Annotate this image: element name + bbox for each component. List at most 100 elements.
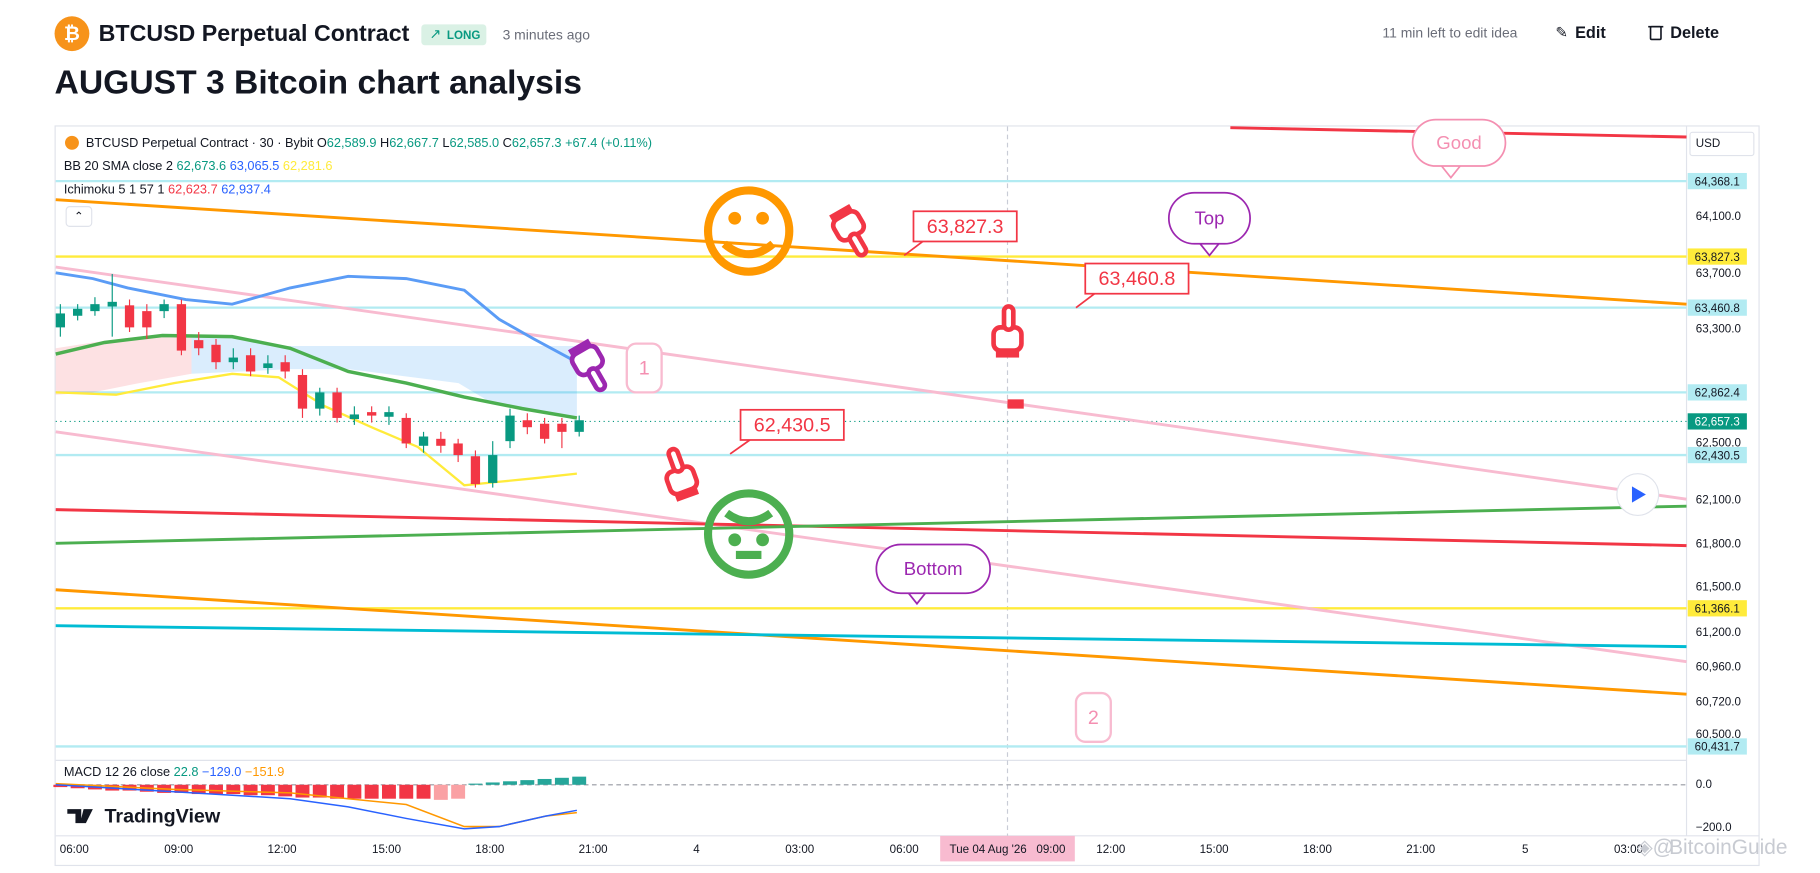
price-tick: 60,720.0 (1696, 695, 1741, 708)
price-axis: 64,100.0 63,700.0 63,300.0 62,500.0 62,100.0… (1687, 172, 1747, 755)
price-tick: 62,500.0 (1696, 437, 1741, 450)
hand (567, 338, 608, 393)
price-level-box (1687, 600, 1747, 617)
time-tick: 12:00 (1096, 843, 1125, 856)
ohlc-label: O (317, 135, 327, 150)
candle-body (488, 455, 498, 483)
macd-value: 22.8 (174, 765, 199, 780)
hand (829, 203, 869, 258)
legend-row: Ichimoku 5 1 57 1 62,623.7 62,937.4 (64, 182, 271, 197)
ohlc-label: L (442, 135, 449, 150)
candle-body (55, 313, 65, 328)
time-tick: 18:00 (1303, 843, 1332, 856)
circle (703, 489, 794, 579)
macd-bar (243, 784, 258, 796)
bubble-label: Top (1194, 207, 1224, 228)
callout-label: 63,827.3 (927, 216, 1004, 238)
callout-label: 63,460.8 (1099, 268, 1176, 290)
price-level-box (1687, 446, 1747, 464)
macd-bar (433, 784, 448, 800)
macd-bar (330, 784, 345, 799)
delete-label[interactable]: Delete (1670, 24, 1719, 42)
price-tick: 64,100.0 (1696, 210, 1741, 223)
brand: TradingView (104, 805, 220, 827)
hand-icons (567, 203, 1024, 502)
hand-finger (1001, 304, 1016, 333)
price-level: 63,460.8 (1695, 302, 1740, 315)
hand (991, 304, 1024, 358)
candle-body (107, 301, 117, 307)
legend-row: BTCUSD Perpetual Contract · 30 · Bybit O… (86, 135, 652, 150)
long-label: LONG (447, 29, 480, 42)
path (724, 509, 774, 526)
callout-box (1084, 262, 1190, 295)
candle-body (142, 311, 152, 328)
bubble (875, 543, 991, 595)
face-green (703, 489, 794, 579)
price-tick: 63,300.0 (1696, 323, 1741, 336)
time-tick: 12:00 (268, 843, 297, 856)
price-level: 60,431.7 (1695, 741, 1740, 754)
circle (728, 211, 742, 225)
hand (664, 446, 700, 502)
candles (55, 273, 584, 488)
hand-cuff (674, 487, 700, 502)
macd-bar (381, 784, 396, 799)
price-tick: 60,500.0 (1696, 728, 1741, 741)
price-level: 62,862.4 (1695, 387, 1741, 400)
candle-body (332, 392, 342, 418)
price-tick: 61,500.0 (1696, 580, 1741, 593)
bubble-tail (1199, 243, 1220, 257)
callout-box (739, 408, 845, 441)
bitcoin-glyph: ₿ (64, 23, 80, 45)
ohlc-value: 62,667.7 (389, 135, 439, 150)
currency: USD (1696, 137, 1720, 150)
candle-body (245, 355, 256, 372)
symbol: BTCUSD Perpetual Contract (99, 20, 410, 46)
macd-legend: MACD 12 26 close 22.8 −129.0 −151.9 (64, 765, 284, 780)
annotations: 63,827.3 63,460.8 62,430.5 Top Bottom Good 1 2 (625, 118, 1507, 743)
macd-bar (554, 777, 569, 785)
crosshair-time-box (940, 835, 1075, 862)
macd-bar (572, 776, 587, 785)
count-box (625, 342, 663, 394)
crosshair-time: Tue 04 Aug '26 09:00 (950, 843, 1066, 856)
time-tick: 03:00 (1614, 843, 1643, 856)
candle-body (349, 414, 360, 420)
flag (1007, 399, 1024, 409)
candle-body (73, 308, 83, 316)
circle (756, 211, 769, 225)
macd-bar (347, 784, 362, 799)
ichimoku-value: 62,937.4 (221, 182, 271, 197)
candle-body (436, 438, 446, 446)
collapse-button[interactable] (65, 206, 93, 227)
long-badge (421, 24, 487, 46)
price-level: 62,657.3 (1695, 416, 1740, 429)
legend-symbol: BTCUSD Perpetual Contract · 30 · Bybit (86, 135, 314, 150)
macd-tick: 0.0 (1696, 778, 1712, 791)
macd-bar (174, 784, 189, 793)
candle-body (522, 420, 532, 428)
edit-label[interactable]: Edit (1575, 24, 1606, 42)
path (55, 271, 578, 364)
line (55, 430, 1687, 664)
change: +67.4 (+0.11%) (565, 135, 652, 150)
candle-body (574, 420, 584, 432)
price-level-box (1687, 299, 1747, 316)
macd-bar (364, 784, 379, 799)
candle-body (453, 443, 463, 456)
edit-notice: 11 min left to edit idea (1382, 24, 1517, 40)
price-level-box (1687, 738, 1747, 755)
macd-value: −151.9 (245, 765, 284, 780)
count-label: 1 (639, 357, 650, 379)
price-level-box (1687, 384, 1747, 401)
macd-bar (503, 781, 517, 785)
macd-bar (520, 780, 535, 785)
edit-button[interactable]: ✎ Edit (1555, 24, 1606, 42)
path (191, 334, 577, 421)
currency-box (1689, 131, 1755, 157)
time-tick: 03:00 (785, 843, 814, 856)
time-tick: 15:00 (372, 843, 401, 856)
candle-body (90, 304, 100, 312)
delete-button[interactable]: Delete (1648, 24, 1719, 42)
